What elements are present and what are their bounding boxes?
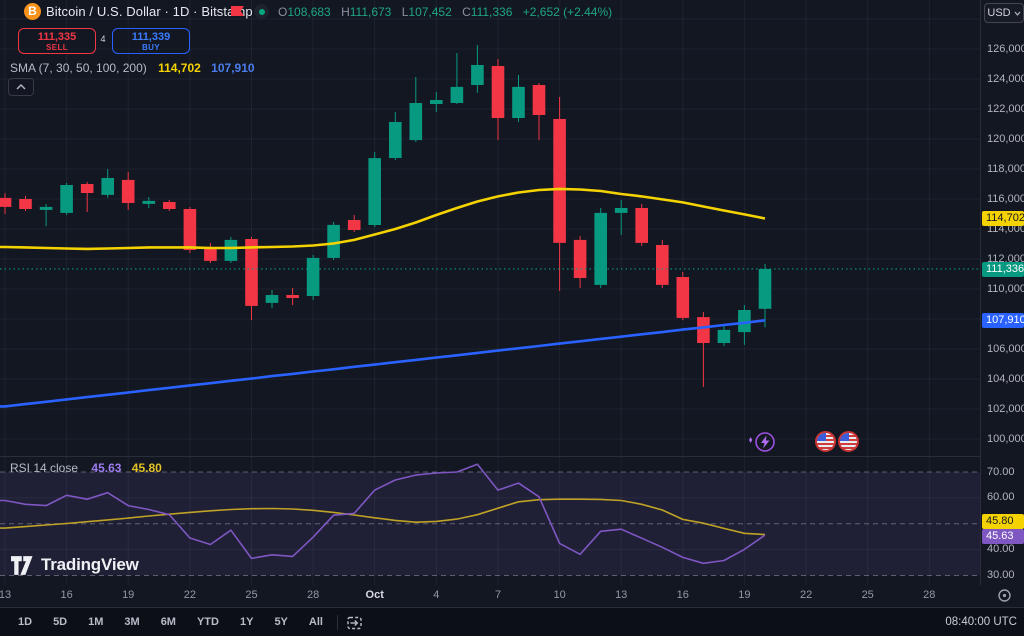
price-tick-label: 126,000 [987, 42, 1024, 55]
range-button-1m[interactable]: 1M [88, 616, 104, 628]
buy-button[interactable]: 111,339 BUY [112, 28, 190, 54]
bottom-toolbar: 1D 5D 1M 3M 6M YTD 1Y 5Y All 08:40:00 UTC [0, 607, 1024, 636]
ohlc-values: O108,683 H111,673 L107,452 C111,336 +2,6… [278, 5, 613, 19]
time-tick-label: 4 [433, 589, 440, 601]
legend-collapse-button[interactable] [8, 78, 34, 96]
price-tick-label: 116,000 [987, 192, 1024, 205]
price-tick-label: 104,000 [987, 372, 1024, 385]
time-tick-label: 28 [306, 589, 320, 601]
lightning-event-icon[interactable] [744, 430, 778, 454]
price-tick-label: 106,000 [987, 342, 1024, 355]
toolbar-divider [336, 614, 338, 630]
time-tick-label: 16 [60, 589, 73, 601]
range-button-ytd[interactable]: YTD [196, 616, 219, 628]
time-tick-label: 7 [494, 589, 502, 601]
time-tick-label: 25 [861, 589, 874, 601]
rsi-tick-label: 40.00 [987, 543, 1015, 556]
time-tick-label: 10 [553, 589, 566, 601]
rsi-tick-label: 60.00 [987, 491, 1015, 504]
currency-selector-button[interactable]: USD [984, 3, 1024, 23]
price-label-badge: 111,336 [982, 261, 1024, 277]
rsi-value: 45.63 [91, 461, 122, 475]
market-status-icon[interactable] [254, 4, 269, 19]
chevron-up-icon [16, 83, 26, 90]
price-tick-label: 102,000 [987, 402, 1024, 415]
time-tick-label: 22 [183, 589, 197, 601]
go-to-date-button[interactable] [346, 614, 363, 631]
flag-icon[interactable] [230, 5, 245, 18]
price-tick-label: 124,000 [987, 72, 1024, 85]
time-tick-label: 28 [923, 589, 936, 601]
time-tick-label: 13 [0, 589, 12, 601]
us-flag-event-icon[interactable] [815, 431, 836, 452]
calendar-icon [347, 616, 362, 629]
time-tick-label: 16 [676, 589, 689, 601]
sma-yellow-value: 114,702 [158, 61, 201, 75]
us-flag-event-icon[interactable] [838, 431, 859, 452]
price-label-badge: 107,910 [982, 312, 1024, 328]
price-change: +2,652 (+2.44%) [522, 5, 613, 19]
range-button-1d[interactable]: 1D [18, 616, 33, 628]
price-tick-label: 118,000 [987, 162, 1024, 175]
range-button-6m[interactable]: 6M [160, 616, 176, 628]
scale-settings-icon[interactable] [997, 588, 1012, 603]
spread-value: 4 [100, 34, 106, 44]
tradingview-logo-icon [11, 555, 33, 575]
sma-indicator-legend[interactable]: SMA (7, 30, 50, 100, 200) 114,702 107,91… [10, 61, 255, 75]
bitcoin-icon: B [24, 3, 41, 20]
sma-blue-value: 107,910 [211, 61, 255, 75]
sell-button[interactable]: 111,335 SELL [18, 28, 96, 54]
price-axis[interactable]: USD 126,000 124,000 122,000 120,000 118,000 1… [980, 0, 1024, 585]
time-tick-label: 13 [615, 589, 628, 601]
rsi-tick-label: 30.00 [987, 569, 1015, 581]
rsi-label-badge: 45.63 [982, 528, 1024, 544]
timezone-clock[interactable]: 08:40:00 UTC [945, 616, 1017, 628]
tradingview-watermark: TradingView [11, 555, 139, 575]
range-button-5y[interactable]: 5Y [274, 616, 288, 628]
rsi-label-badge: 45.80 [982, 513, 1024, 529]
symbol-title[interactable]: Bitcoin / U.S. Dollar · 1D · Bitstamp [46, 4, 253, 19]
buy-price: 111,339 [131, 30, 171, 43]
range-button-all[interactable]: All [308, 616, 323, 628]
price-tick-label: 122,000 [987, 102, 1024, 115]
range-button-3m[interactable]: 3M [124, 616, 140, 628]
date-range-buttons: 1D 5D 1M 3M 6M YTD 1Y 5Y All [12, 613, 329, 631]
range-button-5d[interactable]: 5D [53, 616, 68, 628]
time-tick-label: 19 [738, 589, 751, 601]
price-tick-label: 100,000 [987, 432, 1024, 445]
sell-price: 111,335 [37, 30, 77, 43]
rsi-indicator-legend[interactable]: RSI 14 close 45.63 45.80 [10, 461, 162, 475]
time-tick-label: Oct [365, 589, 384, 601]
time-tick-label: 19 [122, 589, 135, 601]
chevron-down-icon [1014, 11, 1021, 16]
pane-separator[interactable] [0, 456, 1024, 457]
symbol-header: B Bitcoin / U.S. Dollar · 1D · Bitstamp … [0, 0, 980, 22]
rsi-ma-value: 45.80 [131, 461, 162, 475]
price-tick-label: 110,000 [987, 282, 1024, 295]
time-tick-label: 25 [245, 589, 258, 601]
range-button-1y[interactable]: 1Y [239, 616, 254, 628]
rsi-tick-label: 70.00 [987, 465, 1015, 478]
time-tick-label: 22 [799, 589, 813, 601]
time-axis[interactable]: 13 16 19 22 25 28 Oct 4 7 10 13 16 19 22 25 28 [0, 585, 1024, 607]
price-label-badge: 114,702 [982, 211, 1024, 226]
price-tick-label: 120,000 [987, 132, 1024, 145]
